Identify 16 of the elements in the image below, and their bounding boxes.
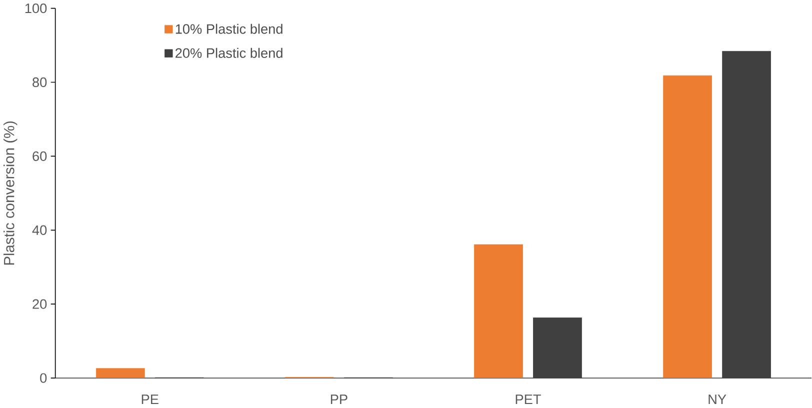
bar: [96, 368, 145, 378]
y-tick-label: 20: [32, 299, 47, 310]
x-tick-label: NY: [708, 394, 726, 404]
legend-label: 20% Plastic blend: [176, 48, 282, 58]
y-tick-label: 60: [32, 152, 47, 162]
y-tick-label: 0: [40, 373, 47, 384]
x-tick-label: PE: [142, 394, 158, 404]
bar: [663, 76, 712, 378]
y-tick-label: 80: [32, 78, 47, 88]
bar: [474, 244, 523, 378]
legend-label: 10% Plastic blend: [176, 24, 282, 34]
y-axis-title: Plastic conversion (%): [4, 122, 18, 265]
x-tick-label: PP: [330, 394, 348, 404]
y-tick-label: 40: [32, 226, 47, 236]
y-tick-label: 100: [25, 4, 47, 14]
x-tick-label: PET: [516, 394, 541, 404]
